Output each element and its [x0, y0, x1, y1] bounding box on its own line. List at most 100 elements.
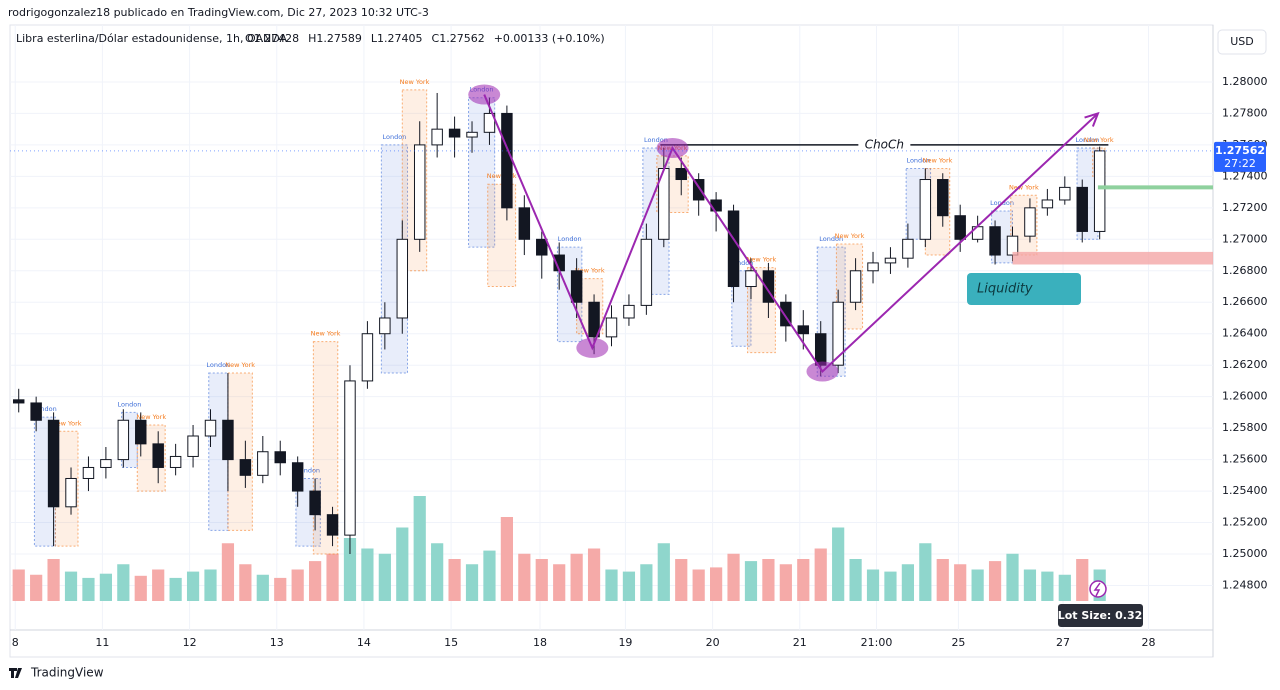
volume-bar [431, 543, 444, 601]
candle-body [396, 238, 409, 319]
y-tick-label: 1.26800 [1222, 264, 1268, 277]
candle-body [431, 128, 443, 146]
symbol-title: Libra esterlina/Dólar estadounidense, 1h… [16, 32, 288, 45]
x-tick-label: 13 [270, 636, 284, 649]
volume-bar [675, 559, 688, 601]
x-tick-label: 21:00 [861, 636, 893, 649]
x-tick-label: 21 [793, 636, 807, 649]
candle-body [518, 207, 531, 240]
candle-body [762, 270, 775, 303]
volume-bar [535, 559, 548, 601]
session-label: London [206, 361, 230, 369]
y-tick-label: 1.27400 [1222, 169, 1268, 182]
session-label: London [383, 133, 407, 141]
candle-body [919, 179, 932, 240]
ohlc-value: +0.00133 (+0.10%) [494, 32, 605, 45]
candle-body [849, 270, 862, 303]
volume-bar [413, 496, 426, 601]
candle-body [1059, 186, 1071, 201]
x-tick-label: 18 [533, 636, 547, 649]
volume-bar [239, 564, 252, 601]
x-tick-label: 14 [357, 636, 371, 649]
volume-bar [82, 577, 95, 601]
y-tick-label: 1.27200 [1222, 201, 1268, 214]
lightning-icon[interactable] [1089, 580, 1107, 598]
volume-bar [221, 543, 235, 601]
volume-bar [832, 527, 845, 601]
drawings: ChoCh [10, 84, 1213, 382]
liquidity-zone [1012, 251, 1213, 265]
zigzag-arrowhead [1084, 111, 1100, 127]
volume-bar [361, 548, 374, 601]
volume-bar [622, 571, 636, 601]
volume-bar [291, 569, 304, 601]
pivot-marker [468, 84, 501, 105]
lot-size-box [1058, 604, 1143, 627]
y-tick-label: 1.28000 [1222, 75, 1268, 88]
choch-label: ChoCh [865, 137, 904, 151]
volume-bar [396, 527, 409, 601]
volume-bar [1041, 571, 1054, 601]
candle-body [361, 333, 374, 382]
y-tick-label: 1.25000 [1222, 547, 1268, 560]
zigzag-line [483, 94, 1099, 374]
candle-body [483, 112, 496, 133]
candle-body [588, 301, 600, 338]
candle-body [884, 257, 897, 264]
volume-bar [657, 543, 670, 601]
volume-bar [326, 553, 339, 601]
session-label: London [819, 235, 843, 243]
ohlc-value: L1.27405 [371, 32, 423, 45]
candle-body [1041, 199, 1054, 209]
volume-bar [640, 564, 653, 601]
session-label: New York [835, 232, 865, 240]
currency-label: USD [1230, 35, 1254, 48]
volume-bar [12, 569, 25, 601]
volume-bar [587, 548, 601, 601]
volume-bar [744, 561, 758, 601]
y-tick-label: 1.27000 [1222, 232, 1268, 245]
candle-body [100, 459, 112, 468]
x-tick-label: 15 [444, 636, 458, 649]
currency-button[interactable] [1217, 29, 1267, 55]
candle-body [675, 168, 687, 181]
candle-body [309, 490, 321, 516]
y-tick-label: 1.26400 [1222, 327, 1268, 340]
volume-bar [710, 567, 723, 601]
ohlc-legend: O1.27428 H1.27589 L1.27405 C1.27562 +0.00133… [245, 32, 605, 45]
volume-bar [919, 543, 932, 601]
last-price-label: 1.27562 [1215, 144, 1265, 157]
volume-bar [727, 553, 740, 601]
volume-bar [47, 559, 60, 601]
candle-body [82, 466, 95, 479]
volume-bar [465, 564, 479, 601]
candle-body [30, 402, 42, 421]
session-label: New York [400, 78, 430, 86]
session-label: London [906, 157, 930, 165]
session-label: New York [311, 330, 341, 338]
session-label: London [33, 405, 57, 413]
candle-body [501, 112, 513, 209]
grid [10, 25, 1213, 630]
candle-body [814, 333, 827, 366]
candle-body [466, 131, 478, 138]
candle-body [448, 128, 461, 138]
volume-bar [884, 571, 897, 601]
candle-body [745, 270, 757, 288]
candle-body [954, 215, 966, 240]
volume-bar [256, 574, 269, 601]
candle-body [937, 179, 949, 217]
last-price-box [1214, 141, 1266, 172]
volume-bar [186, 571, 200, 601]
candle-body [152, 443, 164, 468]
volume-bar [169, 577, 182, 601]
candle-body [257, 451, 269, 476]
session-label: London [729, 259, 753, 267]
candle-body [867, 262, 879, 272]
y-tick-label: 1.26600 [1222, 295, 1268, 308]
candle-body [989, 226, 1001, 256]
volume-bar [343, 538, 357, 601]
candle-body [570, 270, 583, 303]
tv-logo-icon [9, 668, 22, 678]
candle-body [832, 301, 844, 366]
